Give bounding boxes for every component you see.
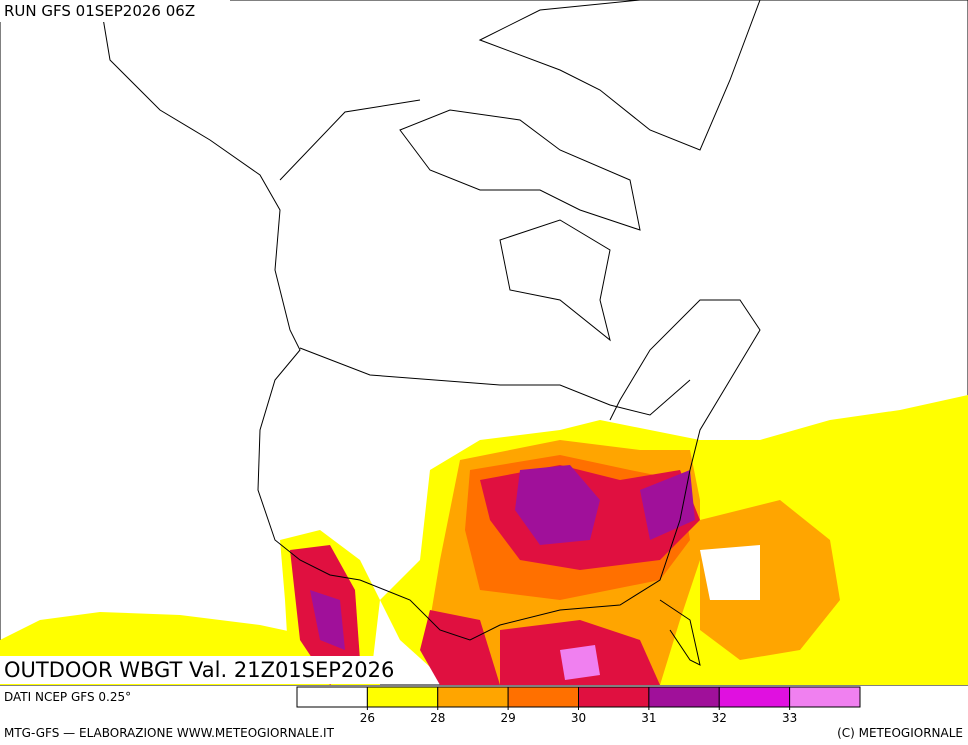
legend-tick-label: 28 bbox=[430, 711, 445, 725]
field-32 bbox=[515, 465, 600, 545]
coastline bbox=[499, 219, 611, 342]
source-label: DATI NCEP GFS 0.25° bbox=[4, 690, 131, 704]
title-box bbox=[0, 656, 383, 684]
legend-swatch bbox=[437, 686, 509, 708]
legend-tick-label: 31 bbox=[641, 711, 656, 725]
copyright-label: (C) METEOGIORNALE bbox=[837, 726, 963, 740]
legend: 26 28 29 30 31 32 33 bbox=[296, 686, 861, 725]
coastline bbox=[99, 0, 761, 641]
field-33 bbox=[560, 645, 600, 680]
legend-tick-label: 33 bbox=[782, 711, 797, 725]
legend-swatch bbox=[718, 686, 791, 708]
run-box bbox=[0, 0, 230, 22]
coastline bbox=[659, 599, 701, 666]
legend-swatch bbox=[648, 686, 720, 708]
run-label: RUN GFS 01SEP2026 06Z bbox=[4, 2, 195, 20]
credit-label: MTG-GFS — ELABORAZIONE WWW.METEOGIORNALE… bbox=[4, 726, 335, 740]
border bbox=[299, 347, 691, 416]
legend-swatch bbox=[507, 686, 579, 708]
border bbox=[279, 99, 421, 181]
legend-swatch bbox=[366, 686, 439, 708]
field-31 bbox=[420, 610, 500, 685]
map-title: OUTDOOR WBGT Val. 21Z01SEP2026 bbox=[4, 658, 394, 682]
legend-swatch bbox=[578, 686, 650, 708]
legend-tick-label: 30 bbox=[571, 711, 586, 725]
legend-swatch bbox=[296, 686, 368, 708]
legend-tick-label: 32 bbox=[712, 711, 727, 725]
legend-tick-label: 29 bbox=[500, 711, 515, 725]
field-32 bbox=[310, 590, 345, 650]
legend-tick-label: 26 bbox=[360, 711, 375, 725]
field-29 bbox=[700, 500, 840, 660]
map: RUN GFS 01SEP2026 06Z OUTDOOR WBGT Val. … bbox=[0, 0, 968, 686]
field-26 bbox=[700, 545, 760, 600]
field-32 bbox=[640, 470, 695, 540]
coastline bbox=[399, 109, 641, 231]
coastline bbox=[478, 0, 761, 151]
legend-swatch bbox=[789, 686, 861, 708]
